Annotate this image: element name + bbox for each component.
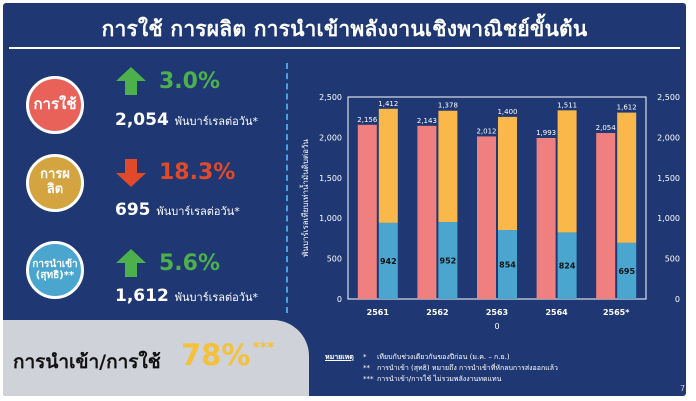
arrow-up-icon (116, 249, 146, 277)
footnote-mark: ** (363, 364, 370, 372)
footnotes: หมายเหตุ * เทียบกับช่วงเดียวกันของปีก่อน… (325, 352, 558, 385)
footnote-mark: * (363, 353, 367, 361)
production-bar (438, 222, 458, 299)
consumption-bar (417, 125, 437, 299)
footnote-text: การนำเข้า/การใช้ ไม่รวมพลังงานทดแทน (377, 375, 502, 383)
production-value: 695 (115, 200, 151, 220)
production-label: 942 (380, 257, 397, 266)
production-badge: การผลิต (26, 154, 84, 212)
consumption-label: 2,012 (476, 127, 496, 135)
consumption-badge: การใช้ (26, 76, 84, 134)
energy-bar-chart: 0 500 1,000 1,500 2,000 2,500 0 500 1,000 1,500 2,… (299, 93, 680, 331)
consumption-label: 2,054 (596, 124, 617, 132)
right-y-tick-label: 1,500 (657, 174, 680, 183)
y-tick-label: 500 (327, 255, 342, 264)
consumption-bar (536, 137, 556, 299)
x-tick-label: 2564 (545, 308, 568, 317)
consumption-bar (357, 124, 377, 299)
arrow-down-icon (116, 159, 146, 187)
plot-frame (347, 96, 647, 300)
y-tick-label: 1,500 (319, 174, 342, 183)
y-tick-label: 2,500 (319, 93, 342, 102)
energy-chart: 0 500 1,000 1,500 2,000 2,500 0 500 1,000 1,500 2,… (298, 83, 684, 331)
production-bar (378, 222, 398, 299)
ratio-value-group: 78% *** (181, 338, 274, 372)
production-label: 854 (499, 260, 516, 269)
right-y-tick-label: 0 (675, 295, 680, 304)
page-number: 7 (680, 384, 686, 393)
ratio-label: การนำเข้า/การใช้ (13, 351, 161, 373)
import-label: 1,612 (617, 104, 637, 112)
consumption-bar (477, 136, 496, 299)
import-label: 1,400 (497, 108, 517, 116)
import-bar (557, 110, 577, 233)
y-tick-label: 2,000 (319, 133, 342, 142)
consumption-value: 2,054 (115, 110, 169, 130)
import-bar (498, 116, 517, 230)
x-axis-title: 0 (494, 322, 499, 329)
consumption-label: 2,156 (357, 116, 378, 124)
x-tick-label: 2562 (426, 308, 448, 317)
import-bar (378, 108, 398, 223)
right-y-tick-label: 1,000 (657, 214, 680, 223)
y-tick-label: 0 (337, 295, 342, 304)
right-y-tick-label: 2,000 (657, 133, 680, 142)
import-value-line: 1,612 พันบาร์เรลต่อวัน* (115, 286, 258, 306)
right-y-tick-label: 500 (665, 255, 680, 264)
import-change: 5.6% (159, 251, 221, 276)
import-badge-label: การนำเข้า (สุทธิ)** (32, 258, 78, 282)
consumption-bar (596, 133, 616, 299)
footnote-text: เทียบกับช่วงเดียวกันของปีก่อน (ม.ค. – ก.… (377, 353, 510, 361)
footnote-mark: *** (363, 375, 374, 383)
y-axis-title: พันบาร์เรลเทียบเท่าน้ำมันดิบต่อวัน (299, 139, 310, 257)
footnote-row: หมายเหตุ * เทียบกับช่วงเดียวกันของปีก่อน… (325, 352, 558, 363)
production-bar (557, 232, 577, 299)
consumption-unit: พันบาร์เรลต่อวัน* (174, 115, 258, 128)
y-tick-label: 1,000 (319, 214, 342, 223)
ratio-box (3, 320, 309, 396)
production-badge-label: การผลิต (40, 167, 70, 197)
import-value: 1,612 (115, 286, 169, 306)
import-badge: การนำเข้า (สุทธิ)** (26, 241, 84, 299)
x-tick-label: 2565* (603, 308, 630, 317)
ratio-value: 78% (181, 338, 251, 372)
arrow-up-icon (116, 67, 146, 95)
footnote-row: *** การนำเข้า/การใช้ ไม่รวมพลังงานทดแทน (325, 374, 558, 385)
import-label: 1,511 (557, 101, 577, 109)
import-bar (438, 110, 458, 223)
section-divider (286, 63, 288, 313)
slide-title: การใช้ การผลิต การนำเข้าพลังงานเชิงพาณิช… (101, 17, 588, 41)
import-bar (617, 112, 637, 243)
consumption-label: 2,143 (417, 117, 437, 125)
import-label: 1,378 (438, 102, 458, 110)
footnote-row: ** การนำเข้า (สุทธิ) หมายถึง การนำเข้าที… (325, 363, 558, 374)
consumption-label: 1,993 (536, 129, 556, 137)
production-change: 18.3% (159, 160, 236, 185)
footnote-text: การนำเข้า (สุทธิ) หมายถึง การนำเข้าที่หั… (377, 364, 558, 372)
import-unit: พันบาร์เรลต่อวัน* (174, 291, 258, 304)
footnote-heading: หมายเหตุ (325, 353, 354, 361)
production-value-line: 695 พันบาร์เรลต่อวัน* (115, 200, 240, 220)
production-unit: พันบาร์เรลต่อวัน* (156, 205, 240, 218)
ratio-mark: *** (252, 340, 275, 356)
production-bar (498, 229, 517, 299)
production-bar (617, 242, 637, 299)
x-tick-label: 2561 (367, 308, 390, 317)
slide-panel: การใช้ การผลิต การนำเข้าพลังงานเชิงพาณิช… (3, 3, 686, 396)
production-label: 695 (618, 267, 635, 276)
production-label: 952 (440, 257, 457, 266)
x-tick-label: 2563 (486, 308, 508, 317)
right-y-tick-label: 2,500 (657, 93, 680, 102)
consumption-badge-label: การใช้ (33, 95, 77, 114)
title-underline (9, 47, 680, 49)
import-label: 1,412 (378, 100, 398, 108)
consumption-change: 3.0% (159, 69, 221, 94)
production-label: 824 (559, 262, 576, 271)
consumption-value-line: 2,054 พันบาร์เรลต่อวัน* (115, 110, 258, 130)
